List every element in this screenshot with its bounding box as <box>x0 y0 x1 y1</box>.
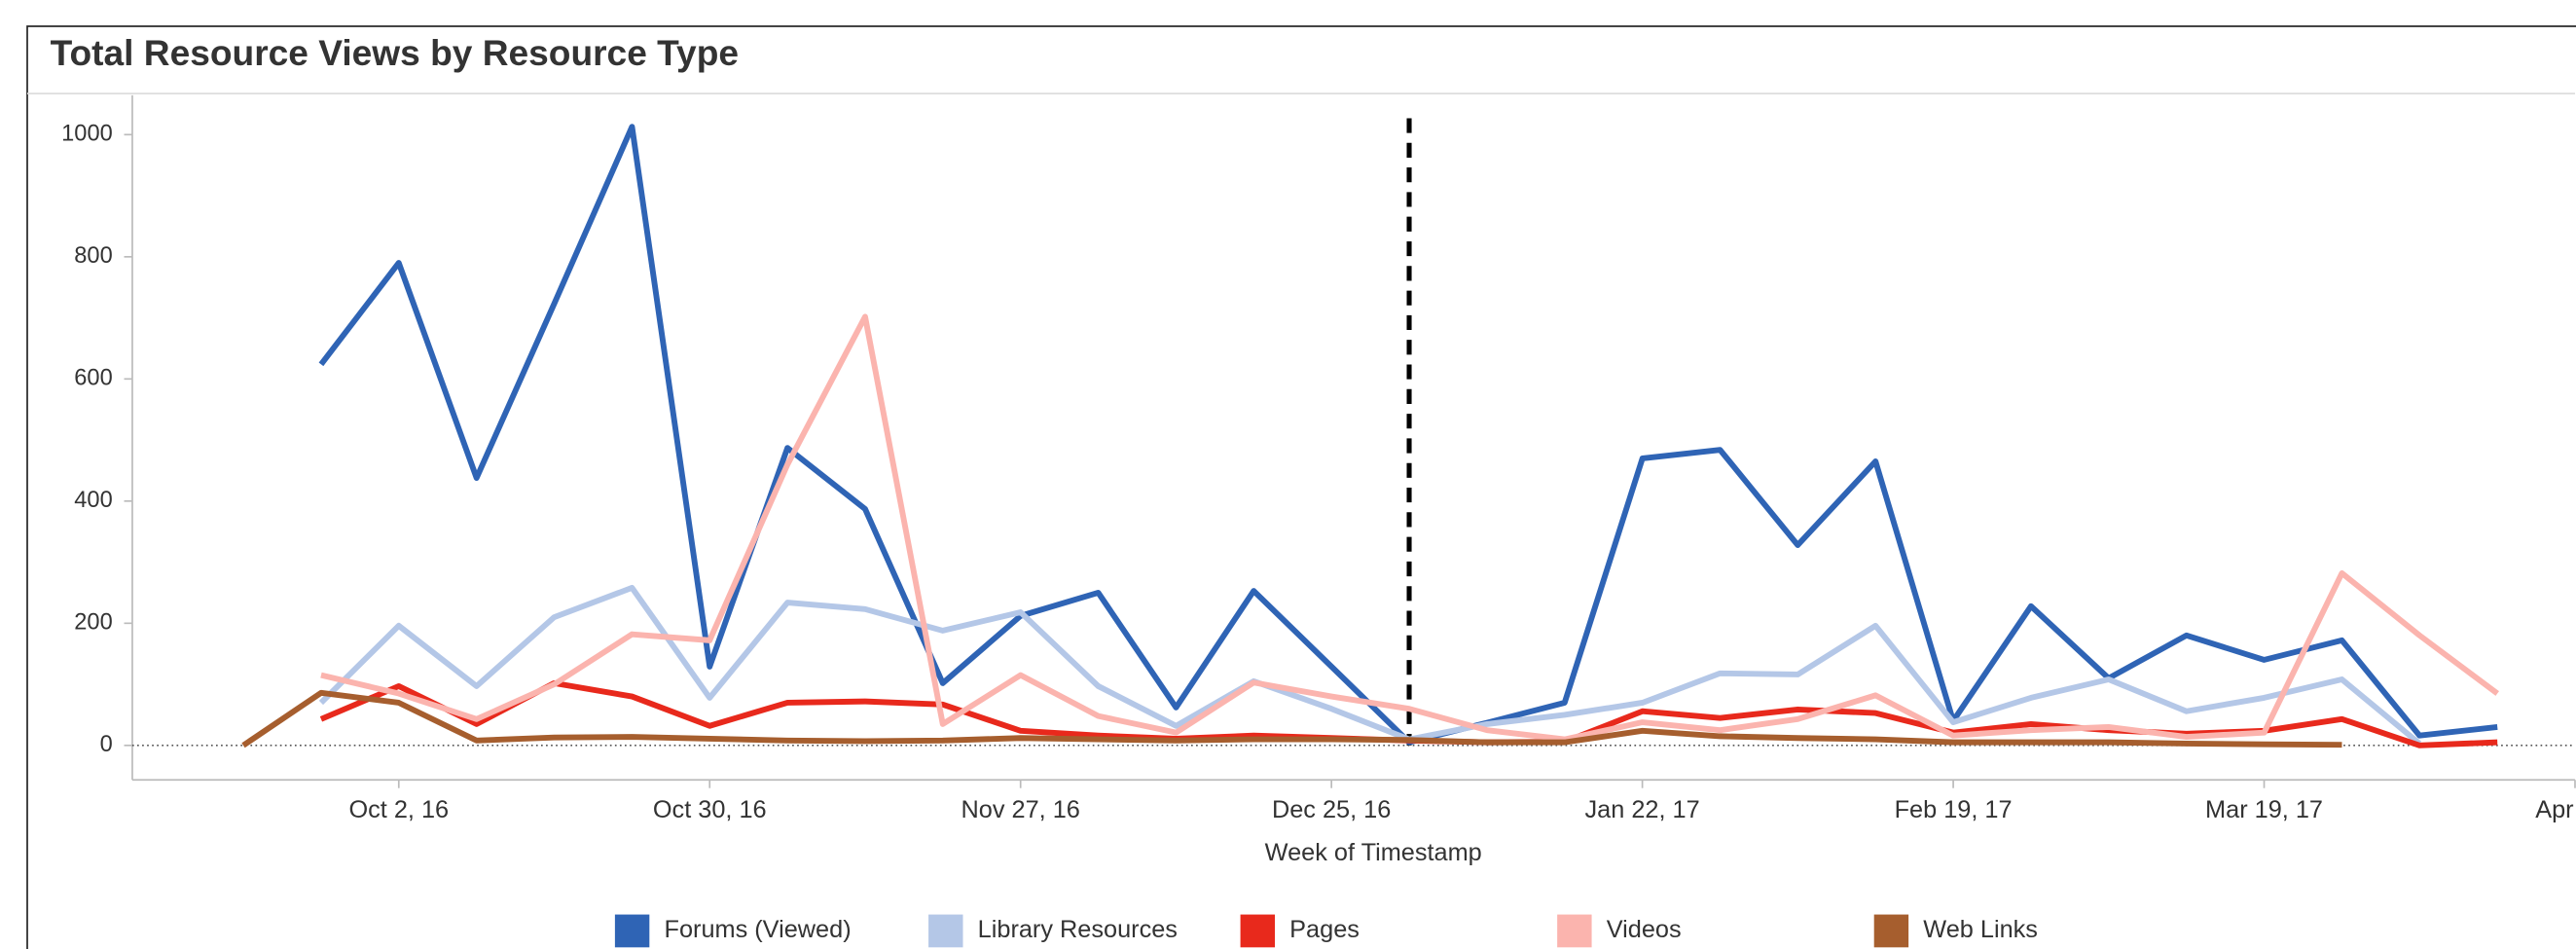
x-tick-label: Mar 19, 17 <box>2205 796 2323 823</box>
x-axis-title: Week of Timestamp <box>1265 839 1482 866</box>
y-tick-label: 1000 <box>61 122 113 147</box>
x-tick-label: Jan 22, 17 <box>1585 796 1700 823</box>
series-line <box>318 584 2422 747</box>
frame <box>26 25 2576 949</box>
x-tick-label: Dec 25, 16 <box>1272 796 1391 823</box>
series-line <box>241 689 2342 748</box>
y-tick-label: 600 <box>74 366 112 391</box>
x-tick-label: Feb 19, 17 <box>1895 796 2013 823</box>
chart-title: Total Resource Views by Resource Type <box>51 32 739 73</box>
legend-label: Library Resources <box>978 916 1178 943</box>
legend-swatch <box>1873 914 1909 948</box>
legend-swatch <box>614 914 650 948</box>
x-tick-label: Oct 30, 16 <box>653 796 767 823</box>
series-line <box>320 313 2499 743</box>
legend-label: Web Links <box>1923 916 2038 943</box>
legend-label: Videos <box>1607 916 1682 943</box>
y-tick-label: 400 <box>74 488 112 513</box>
y-tick-label: 800 <box>74 243 112 269</box>
y-tick-label: 200 <box>74 610 112 636</box>
x-tick-label: Oct 2, 16 <box>348 796 449 823</box>
x-tick-label: Nov 27, 16 <box>961 796 1080 823</box>
legend-swatch <box>1557 914 1592 948</box>
y-tick-label: 0 <box>100 732 113 757</box>
legend-swatch <box>1240 914 1276 948</box>
legend-label: Pages <box>1289 916 1360 943</box>
legend-swatch <box>928 914 963 948</box>
legend-label: Forums (Viewed) <box>664 916 851 943</box>
x-tick-label: Apr 16, <box>2535 796 2576 823</box>
